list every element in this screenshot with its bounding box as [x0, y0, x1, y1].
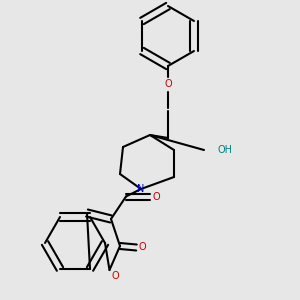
Text: O: O: [164, 79, 172, 89]
Text: O: O: [112, 271, 119, 281]
Text: OH: OH: [218, 145, 232, 155]
Text: O: O: [139, 242, 146, 253]
Text: O: O: [152, 191, 160, 202]
Text: N: N: [137, 184, 145, 194]
